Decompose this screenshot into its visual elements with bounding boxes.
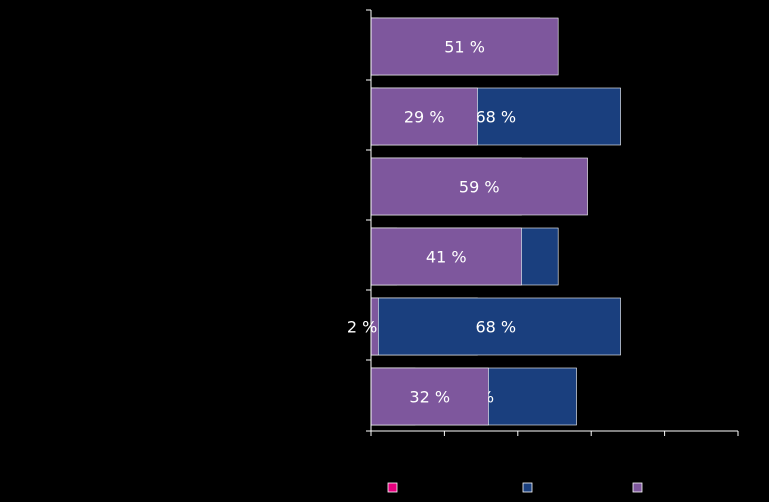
data-label-row5-series2: 68 %: [475, 318, 516, 337]
bars-layer: 2 %46 %51 %2 %68 %29 %41 %59 %7 %51 %41 …: [347, 17, 621, 426]
data-label-row5-series3: 2 %: [347, 318, 377, 337]
data-label-row1-series3: 51 %: [444, 38, 485, 57]
legend: [387, 482, 643, 493]
data-label-row3-series3: 59 %: [459, 178, 500, 197]
bar-segment-row6-series3: [370, 367, 489, 426]
legend-swatch-series3: [632, 482, 643, 493]
axis-layer: [366, 9, 739, 436]
legend-swatch-series2: [522, 482, 533, 493]
bar-segment-row3-series3: [370, 157, 588, 216]
legend-swatch-series1: [387, 482, 398, 493]
data-label-row6-series3: 32 %: [409, 388, 450, 407]
bar-segment-row4-series3: [370, 227, 522, 286]
bar-segment-row5-series2: [370, 297, 621, 356]
data-label-row2-series2: 68 %: [475, 108, 516, 127]
data-label-row2-series3: 29 %: [404, 108, 445, 127]
data-label-row4-series3: 41 %: [426, 248, 467, 267]
